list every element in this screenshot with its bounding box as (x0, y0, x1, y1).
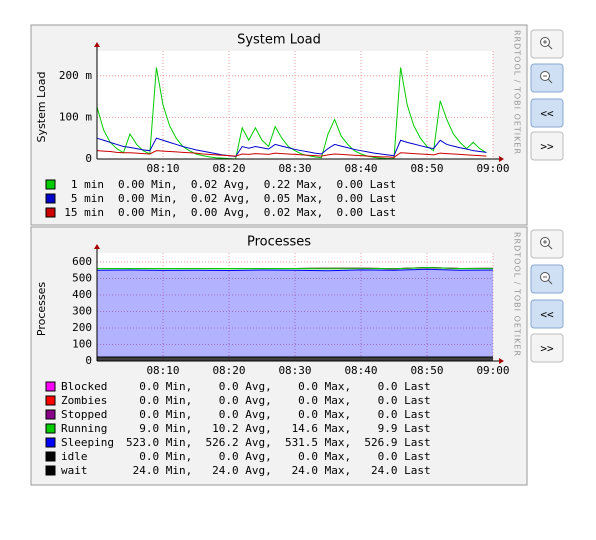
legend-name: Blocked (61, 380, 107, 393)
x-tick-label: 08:20 (212, 162, 245, 175)
series-line (96, 150, 487, 158)
legend-name: idle (61, 450, 88, 463)
watermark: RRDTOOL / TOBI OETIKER (513, 30, 522, 155)
y-tick-label: 0 (85, 354, 92, 367)
y-tick-label: 100 m (59, 110, 92, 123)
y-axis-label: Processes (35, 282, 48, 336)
x-tick-label: 08:40 (344, 364, 377, 377)
x-tick-label: 08:20 (212, 364, 245, 377)
x-tick-label: 08:40 (344, 162, 377, 175)
legend-name: wait (61, 464, 88, 477)
button-label: >> (540, 342, 554, 355)
zoom-in-icon (543, 240, 553, 250)
legend-swatch (45, 423, 56, 434)
legend-stats: 0.0 Min, 0.0 Avg, 0.0 Max, 0.0 Last (126, 408, 431, 421)
y-tick-label: 600 (72, 255, 92, 268)
plot (96, 253, 494, 362)
legend-swatch (45, 465, 56, 476)
legend-swatch (45, 193, 56, 204)
button-label: >> (540, 140, 554, 153)
x-tick-label: 09:00 (476, 364, 509, 377)
x-tick-label: 08:50 (410, 364, 443, 377)
legend-swatch (45, 381, 56, 392)
forward-button[interactable] (530, 131, 564, 161)
button-label: << (540, 308, 554, 321)
chart-title: System Load (237, 33, 321, 48)
series-line (96, 137, 487, 158)
x-tick-label: 08:50 (410, 162, 443, 175)
x-tick-label: 08:30 (278, 162, 311, 175)
legend-stats: 0.0 Min, 0.0 Avg, 0.0 Max, 0.0 Last (126, 450, 431, 463)
forward-button[interactable] (530, 333, 564, 363)
legend-name: Stopped (61, 408, 107, 421)
back-button[interactable] (530, 299, 564, 329)
series-line (97, 266, 494, 270)
legend-swatch (45, 179, 56, 190)
area-fill (97, 269, 493, 358)
x-tick-label: 08:10 (146, 162, 179, 175)
y-tick-label: 200 m (59, 69, 92, 82)
back-button[interactable] (530, 98, 564, 128)
y-tick-label: 300 (72, 304, 92, 317)
legend-stats: 9.0 Min, 10.2 Avg, 14.6 Max, 9.9 Last (126, 422, 431, 435)
legend-stats: 0.00 Min, 0.02 Avg, 0.22 Max, 0.00 Last (118, 178, 396, 191)
x-tick-label: 08:10 (146, 364, 179, 377)
watermark: RRDTOOL / TOBI OETIKER (513, 232, 522, 357)
series-line (96, 268, 494, 272)
y-axis-label: System Load (35, 72, 48, 143)
y-tick-label: 500 (72, 271, 92, 284)
axis-arrow (94, 42, 100, 47)
x-tick-label: 08:30 (278, 364, 311, 377)
y-tick-label: 200 (72, 321, 92, 334)
legend-name: 5 min (71, 192, 104, 205)
legend-stats: 24.0 Min, 24.0 Avg, 24.0 Max, 24.0 Last (126, 464, 431, 477)
legend-name: 15 min (64, 206, 104, 219)
legend-stats: 0.0 Min, 0.0 Avg, 0.0 Max, 0.0 Last (126, 380, 431, 393)
zoom-in-icon (543, 40, 553, 50)
axis-arrow (499, 156, 504, 162)
button-label: << (540, 107, 554, 120)
area-fill (97, 357, 493, 361)
legend-swatch (45, 395, 56, 406)
axis-arrow (499, 358, 504, 364)
zoom-out-icon (543, 276, 553, 285)
legend-swatch (45, 437, 56, 448)
legend-name: Sleeping (61, 436, 114, 449)
y-tick-label: 100 (72, 337, 92, 350)
legend-swatch (45, 451, 56, 462)
legend-name: 1 min (71, 178, 104, 191)
legend-stats: 523.0 Min, 526.2 Avg, 531.5 Max, 526.9 L… (126, 436, 431, 449)
legend-stats: 0.00 Min, 0.02 Avg, 0.05 Max, 0.00 Last (118, 192, 396, 205)
legend-name: Zombies (61, 394, 107, 407)
legend-stats: 0.00 Min, 0.00 Avg, 0.02 Max, 0.00 Last (118, 206, 396, 219)
zoom-out-icon (543, 75, 553, 84)
legend-swatch (45, 409, 56, 420)
controls: << >> << >> (530, 29, 564, 363)
legend-stats: 0.0 Min, 0.0 Avg, 0.0 Max, 0.0 Last (126, 394, 431, 407)
axis-arrow (94, 244, 100, 249)
x-tick-label: 09:00 (476, 162, 509, 175)
chart-title: Processes (247, 235, 311, 250)
legend-name: Running (61, 422, 107, 435)
y-tick-label: 0 (85, 152, 92, 165)
y-tick-label: 400 (72, 288, 92, 301)
legend-swatch (45, 207, 56, 218)
